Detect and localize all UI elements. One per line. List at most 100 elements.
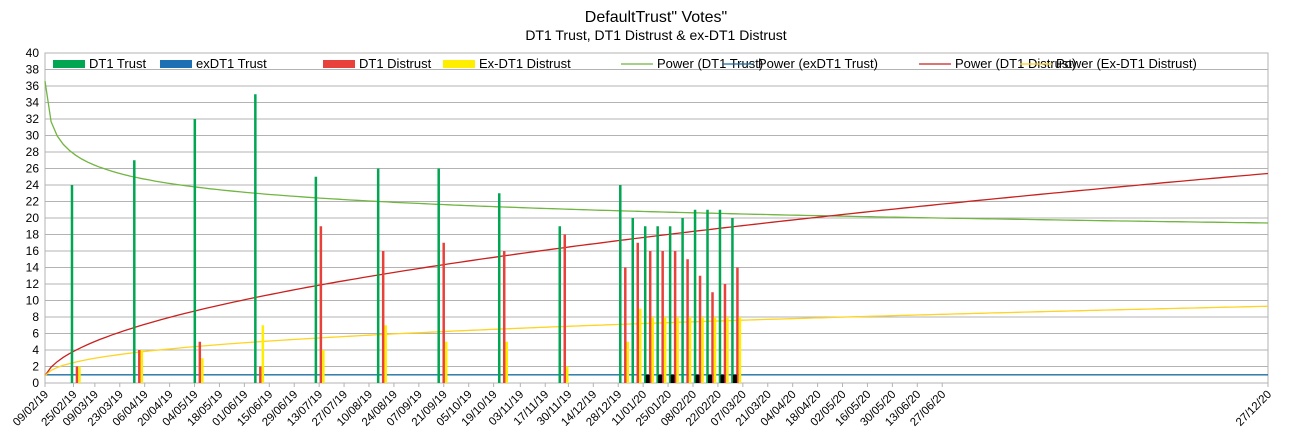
- bar-dt1-trust: [681, 218, 684, 383]
- bar-ex-dt1-distrust: [201, 358, 204, 383]
- bar-dt1-trust: [193, 119, 197, 383]
- black-marker: [695, 374, 700, 383]
- legend-label-exdt1-trust: exDT1 Trust: [196, 56, 267, 71]
- bar-dt1-trust: [706, 209, 709, 383]
- y-tick-label: 36: [26, 79, 40, 93]
- bar-dt1-trust: [643, 226, 647, 383]
- bar-layer: [70, 94, 742, 383]
- bar-dt1-distrust: [661, 251, 664, 383]
- black-marker: [658, 374, 663, 383]
- chart-title: DefaultTrust" Votes": [585, 9, 727, 26]
- bar-dt1-distrust: [563, 234, 567, 383]
- bar-dt1-distrust: [686, 259, 689, 383]
- bar-ex-dt1-distrust: [651, 317, 654, 383]
- black-marker: [708, 374, 713, 383]
- legend-swatch-exdt1-trust: [160, 60, 192, 68]
- black-marker: [645, 374, 650, 383]
- bar-ex-dt1-distrust: [638, 308, 642, 383]
- legend-label-power-exdt1-trust-: Power (exDT1 Trust): [758, 56, 878, 71]
- bar-ex-dt1-distrust: [626, 341, 630, 383]
- bar-dt1-distrust: [259, 366, 262, 383]
- bar-ex-dt1-distrust: [444, 341, 448, 383]
- y-tick-label: 16: [26, 244, 40, 258]
- y-tick-label: 12: [26, 277, 40, 291]
- grid-layer: [44, 52, 1269, 384]
- bar-ex-dt1-distrust: [78, 366, 81, 383]
- y-tick-label: 20: [26, 211, 40, 225]
- y-tick-label: 40: [26, 46, 40, 60]
- bar-dt1-distrust: [381, 251, 385, 383]
- legend-swatch-dt1-distrust: [323, 60, 355, 68]
- bar-dt1-distrust: [319, 226, 323, 383]
- bar-ex-dt1-distrust: [738, 317, 742, 383]
- y-tick-label: 6: [32, 327, 39, 341]
- bar-dt1-distrust: [723, 284, 727, 383]
- y-tick-label: 10: [26, 294, 40, 308]
- bar-dt1-trust: [656, 226, 659, 383]
- bar-dt1-distrust: [138, 350, 141, 383]
- bar-dt1-distrust: [673, 251, 677, 383]
- y-tick-label: 18: [26, 228, 40, 242]
- bar-dt1-distrust: [198, 341, 202, 383]
- bar-dt1-trust: [668, 226, 672, 383]
- black-marker: [732, 374, 737, 383]
- bar-dt1-trust: [70, 185, 74, 383]
- bar-dt1-trust: [254, 94, 257, 383]
- bar-dt1-distrust: [648, 251, 652, 383]
- bar-dt1-trust: [376, 168, 380, 383]
- bar-ex-dt1-distrust: [701, 317, 704, 383]
- bar-ex-dt1-distrust: [261, 325, 265, 383]
- legend: DT1 Trust exDT1 Trust DT1 Distrust Ex-DT1 D…: [53, 56, 1197, 71]
- bar-ex-dt1-distrust: [322, 350, 325, 383]
- legend-swatch-ex-dt1-distrust: [443, 60, 475, 68]
- bar-dt1-distrust: [502, 251, 506, 383]
- bar-dt1-trust: [718, 209, 722, 383]
- bar-ex-dt1-distrust: [566, 366, 569, 383]
- bar-dt1-distrust: [698, 275, 702, 383]
- bar-dt1-distrust: [75, 366, 79, 383]
- y-tick-label: 26: [26, 162, 40, 176]
- x-tick-label: 27/12/20: [1234, 389, 1274, 429]
- y-tick-label: 34: [26, 96, 40, 110]
- bar-dt1-distrust: [711, 292, 714, 383]
- y-tick-label: 38: [26, 63, 40, 77]
- legend-label-ex-dt1-distrust: Ex-DT1 Distrust: [479, 56, 571, 71]
- bar-ex-dt1-distrust: [726, 317, 729, 383]
- bar-ex-dt1-distrust: [505, 341, 508, 383]
- legend-swatch-dt1-trust: [53, 60, 85, 68]
- bar-ex-dt1-distrust: [663, 317, 667, 383]
- black-marker: [720, 374, 725, 383]
- bar-dt1-trust: [437, 168, 440, 383]
- bar-dt1-trust: [731, 218, 734, 383]
- y-tick-label: 4: [32, 343, 39, 357]
- y-tick-label: 0: [32, 376, 39, 390]
- y-tick-label: 8: [32, 310, 39, 324]
- bar-dt1-trust: [631, 218, 634, 383]
- y-tick-label: 14: [26, 261, 40, 275]
- black-marker: [670, 374, 675, 383]
- bar-ex-dt1-distrust: [140, 350, 144, 383]
- bar-dt1-trust: [558, 226, 562, 383]
- y-tick-label: 28: [26, 145, 40, 159]
- bar-ex-dt1-distrust: [384, 325, 387, 383]
- bar-ex-dt1-distrust: [676, 317, 679, 383]
- bar-dt1-trust: [133, 160, 136, 383]
- bar-ex-dt1-distrust: [688, 317, 692, 383]
- y-tick-label: 2: [32, 360, 39, 374]
- y-tick-label: 32: [26, 112, 40, 126]
- bar-dt1-trust: [497, 193, 501, 383]
- bar-dt1-trust: [619, 185, 622, 383]
- legend-label-dt1-distrust: DT1 Distrust: [359, 56, 432, 71]
- bar-dt1-trust: [693, 209, 697, 383]
- bar-dt1-distrust: [736, 267, 739, 383]
- bar-dt1-trust: [314, 176, 318, 383]
- y-tick-label: 24: [26, 178, 40, 192]
- legend-label-dt1-trust: DT1 Trust: [89, 56, 146, 71]
- bar-ex-dt1-distrust: [713, 317, 717, 383]
- bar-dt1-distrust: [442, 242, 445, 383]
- legend-label-power-dt1-trust-: Power (DT1 Trust): [657, 56, 763, 71]
- bar-dt1-distrust: [636, 242, 639, 383]
- y-tick-label: 22: [26, 195, 40, 209]
